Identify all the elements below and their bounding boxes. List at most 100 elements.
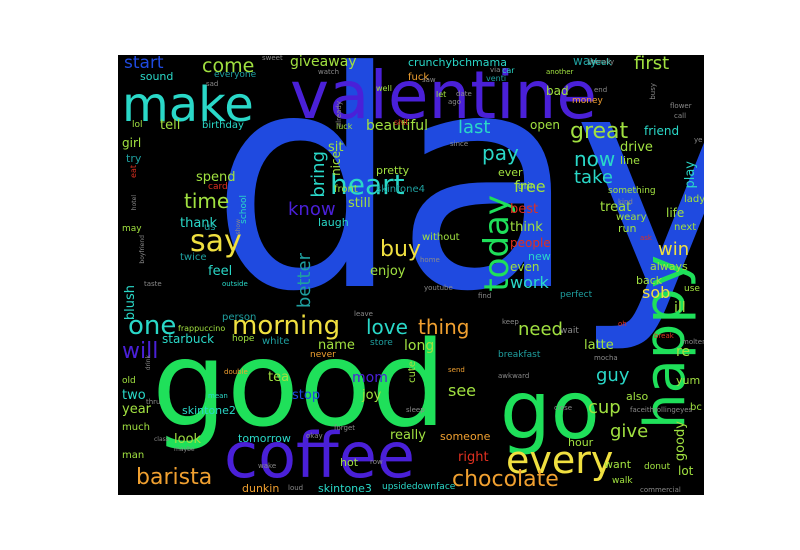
word-cute: cute xyxy=(407,361,418,383)
word-feel: feel xyxy=(208,264,233,279)
word-girl: girl xyxy=(122,136,142,150)
word-next: next xyxy=(674,222,697,233)
word-guy: guy xyxy=(596,365,630,386)
word-twice: twice xyxy=(180,252,207,263)
word-mom: mom xyxy=(352,370,388,386)
word-spend: spend xyxy=(196,170,236,185)
word-go: go xyxy=(500,364,600,457)
word-white: white xyxy=(262,336,290,347)
word-sound: sound xyxy=(140,70,174,83)
word-upsidedownface: upsidedownface xyxy=(382,482,456,492)
word-commercial: commercial xyxy=(640,486,681,494)
word-front: front xyxy=(334,184,358,195)
word-always: always xyxy=(650,260,688,273)
word-back: back xyxy=(636,274,663,287)
word-now: now xyxy=(574,147,616,171)
word-day: day xyxy=(210,55,704,357)
word-skintone3: skintone3 xyxy=(318,482,372,495)
word-will: will xyxy=(122,339,159,364)
word-even: even xyxy=(510,260,540,274)
word-since: since xyxy=(450,140,469,148)
word-awkward: awkward xyxy=(498,372,530,380)
word-start: start xyxy=(124,55,164,73)
word-good: good xyxy=(152,315,447,453)
word-birthday: birthday xyxy=(202,120,244,131)
word-ever: ever xyxy=(498,166,523,179)
word-forget: forget xyxy=(334,424,355,432)
word-frappuccino: frappuccino xyxy=(178,324,226,333)
word-mocha: mocha xyxy=(594,354,618,362)
word-need: need xyxy=(518,319,563,340)
word-love: love xyxy=(366,315,408,339)
word-want: want xyxy=(604,458,632,471)
word-tea: tea xyxy=(268,370,290,385)
word-right: right xyxy=(458,450,489,465)
word-saw: saw xyxy=(422,76,436,84)
word-come: come xyxy=(202,55,255,77)
word-show: show xyxy=(235,219,242,235)
word-joy: joy xyxy=(362,388,382,403)
word-latte: latte xyxy=(584,338,614,353)
word-let: let xyxy=(436,90,447,99)
word-give: give xyxy=(610,421,649,442)
word-perfect: perfect xyxy=(560,290,593,300)
word-without: without xyxy=(422,232,460,243)
word-run: run xyxy=(618,222,637,235)
word-thru: thru xyxy=(146,398,161,406)
word-coffee: coffee xyxy=(224,419,416,492)
word-cloud: day good valentine make coffee happy go … xyxy=(118,55,704,495)
word-ask: ask xyxy=(640,234,652,242)
word-flower: flower xyxy=(670,102,692,110)
word-year: year xyxy=(122,402,152,417)
word-sweet: sweet xyxy=(262,55,283,62)
word-also: also xyxy=(626,390,649,403)
word-leave: leave xyxy=(354,310,373,318)
word-double: double xyxy=(224,368,248,376)
word-lot: lot xyxy=(678,464,694,478)
word-cup: cup xyxy=(588,397,621,418)
word-send: send xyxy=(448,366,465,374)
word-week: week xyxy=(588,58,612,68)
word-loud: loud xyxy=(288,484,304,492)
word-faceithrollingeyes: faceithrollingeyes xyxy=(630,406,693,414)
word-blush: blush xyxy=(123,285,138,321)
word-may: may xyxy=(122,224,142,234)
word-card: card xyxy=(208,182,228,192)
word-boyfriend: boyfriend xyxy=(139,235,146,264)
word-still: still xyxy=(348,196,371,211)
word-find: find xyxy=(478,292,492,300)
word-watch: watch xyxy=(318,68,340,76)
word-enjoy: enjoy xyxy=(370,264,406,279)
word-look: look xyxy=(174,432,202,447)
word-new: new xyxy=(528,250,551,263)
word-walk: walk xyxy=(612,476,633,486)
word-keep: keep xyxy=(502,318,519,326)
word-re: re xyxy=(676,344,691,360)
word-laugh: laugh xyxy=(318,216,349,229)
word-best: best xyxy=(510,202,539,217)
word-venti: venti xyxy=(486,74,507,83)
word-man: man xyxy=(122,450,145,461)
word-sob: sob xyxy=(642,283,671,302)
word-name: name xyxy=(318,338,355,353)
word-old: old xyxy=(122,376,136,386)
word-sleep: sleep xyxy=(406,406,425,414)
word-one: one xyxy=(128,311,177,341)
word-molten: molten xyxy=(682,338,704,346)
word-wake: wake xyxy=(258,462,277,470)
word-make: make xyxy=(122,77,254,133)
word-hotel: hotel xyxy=(131,195,138,211)
word-tell: tell xyxy=(160,118,181,133)
word-chocolate: chocolate xyxy=(452,467,559,492)
word-thank: thank xyxy=(180,216,218,231)
word-lady: lady xyxy=(684,194,704,205)
word-time: time xyxy=(184,189,230,213)
word-breakfast: breakfast xyxy=(498,350,541,360)
word-eat: eat xyxy=(129,165,138,178)
word-every: every xyxy=(506,438,614,482)
word-person: person xyxy=(222,312,257,323)
word-bad: bad xyxy=(546,84,569,98)
word-wait: wait xyxy=(560,326,579,336)
word-row: row xyxy=(370,458,383,466)
word-weary: weary xyxy=(616,212,647,223)
